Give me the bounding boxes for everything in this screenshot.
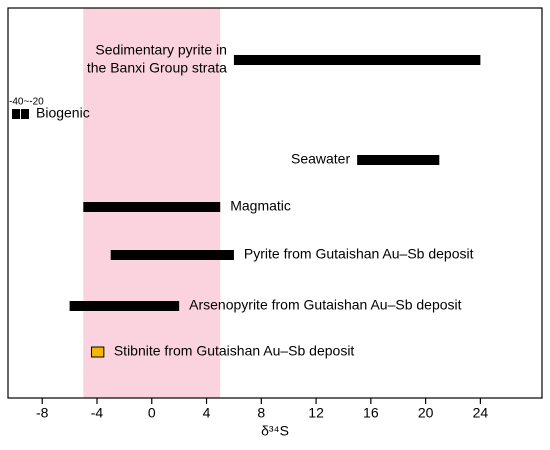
category-label: Arsenopyrite from Gutaishan Au–Sb deposi… [189,297,461,313]
category-label: Stibnite from Gutaishan Au–Sb deposit [114,343,355,359]
category-label: Sedimentary pyrite in [95,42,227,58]
x-tick-label: -8 [36,405,49,421]
range-bar [83,202,221,212]
category-label: the Banxi Group strata [87,60,227,76]
off-scale-marker [21,109,29,119]
x-tick-label: 8 [257,405,265,421]
x-tick-label: 0 [148,405,156,421]
x-tick-label: -4 [91,405,104,421]
range-bar [91,346,105,358]
x-tick-label: 4 [203,405,211,421]
x-tick-label: 24 [473,405,489,421]
value-label: -40~-20 [9,97,44,108]
range-bar [233,55,481,65]
x-tick-label: 16 [363,405,379,421]
range-bar [69,301,180,311]
category-label: Magmatic [230,198,291,214]
x-tick-label: 12 [308,405,324,421]
category-label: Seawater [291,151,350,167]
range-bar [110,250,234,260]
plot-frame [7,7,543,399]
x-axis-label: δ³⁴S [261,423,289,439]
off-scale-marker [12,109,20,119]
x-tick-label: 20 [418,405,434,421]
category-label: Pyrite from Gutaishan Au–Sb deposit [244,246,474,262]
range-bar [357,155,440,165]
category-label: Biogenic [36,105,90,121]
